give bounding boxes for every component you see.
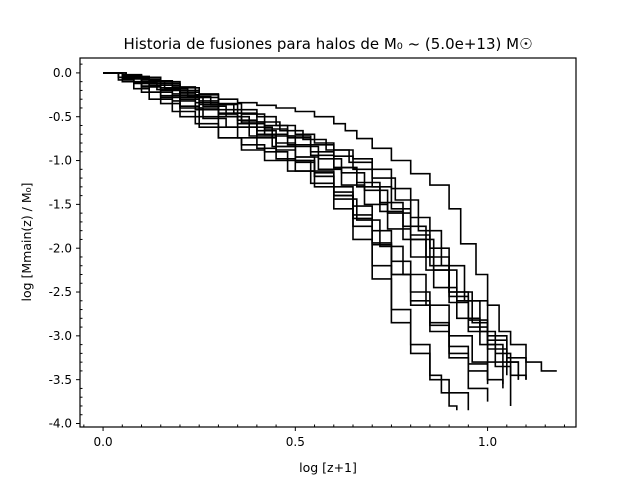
x-axis-label: log [z+1] (299, 460, 357, 475)
y-tick-label: -2.0 (49, 241, 72, 255)
y-tick-label: -3.5 (49, 373, 72, 387)
y-axis-label: log [Mmain(z) / M₀] (19, 182, 34, 301)
y-tick-label: -2.5 (49, 285, 72, 299)
series-layer (103, 72, 557, 411)
y-tick-label: 0.0 (53, 66, 72, 80)
plot-frame (79, 57, 577, 428)
series-line-11 (103, 72, 504, 385)
y-tick-label: -1.5 (49, 198, 72, 212)
y-tick-label: -3.0 (49, 329, 72, 343)
y-tick-label: -1.0 (49, 154, 72, 168)
series-line-14 (103, 72, 504, 389)
y-tick-label: -4.0 (49, 417, 72, 431)
x-tick-label: 0.0 (94, 435, 113, 449)
x-tick-label: 0.5 (286, 435, 305, 449)
x-tick-label: 1.0 (478, 435, 497, 449)
y-tick-label: -0.5 (49, 110, 72, 124)
tick-layer: 0.0 0.5 1.0 0.0 -0.5 -1.0 -1.5 -2.0 -2.5 -3.0 -3.5… (49, 63, 565, 449)
chart-title: Historia de fusiones para halos de M₀ ~ … (123, 35, 532, 53)
series-line-7 (103, 72, 512, 406)
